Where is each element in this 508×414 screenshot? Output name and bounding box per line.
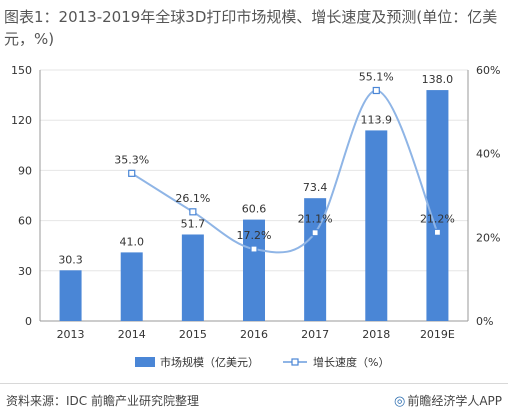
line-data-label: 21.2% [420,212,455,225]
legend: 市场规模（亿美元） 增长速度（%） [135,355,389,369]
legend-bar-label: 市场规模（亿美元） [160,355,259,369]
legend-line-label: 增长速度（%） [313,355,389,369]
y-right-tick-label: 40% [476,148,500,161]
footer: 资料来源：IDC 前瞻产业研究院整理 ◎ 前瞻经济学人APP [0,383,508,414]
y-left-tick-label: 150 [11,64,32,77]
y-left-tick-label: 0 [25,315,32,328]
bar [243,219,265,321]
line-marker [189,208,197,216]
y-left-tick-label: 30 [18,265,32,278]
y-left-tick-label: 120 [11,114,32,127]
brand-label: 前瞻经济学人APP [407,394,502,408]
x-tick-label: 2013 [57,328,85,341]
legend-bar-swatch [135,357,155,367]
x-tick-label: 2019E [420,328,455,341]
bar-series [59,90,449,321]
x-tick-label: 2017 [301,328,329,341]
bar-data-label: 30.3 [58,253,83,266]
source-note: 资料来源：IDC 前瞻产业研究院整理 [6,394,199,408]
line-data-label: 17.2% [237,229,272,242]
bar-data-label: 41.0 [119,235,144,248]
bar [365,130,388,321]
bar [426,90,449,321]
bar [304,198,327,321]
bar [120,252,143,321]
x-tick-label: 2016 [240,328,268,341]
bar-data-label: 138.0 [422,73,454,86]
line-marker [250,245,258,253]
data-labels: 30.3 41.0 51.7 60.6 73.4 113.9 138.0 35.3% 26.1%… [58,70,455,266]
y-right-tick-label: 0% [476,315,493,328]
gridlines [40,69,468,272]
legend-line-marker [291,358,299,366]
combo-chart: 0 30 60 90 120 150 0% 20% 40% 60% 2013 2014 2015 2016… [11,64,500,369]
bar-data-label: 73.4 [303,181,328,194]
line-marker [372,86,380,95]
line-data-label: 26.1% [175,192,210,205]
line-series [128,86,442,254]
bar-data-label: 113.9 [361,113,393,126]
line-marker [433,228,442,236]
bar-data-label: 60.6 [242,203,267,216]
line-data-label: 21.1% [298,213,333,226]
bar [181,234,204,321]
brand: ◎ 前瞻经济学人APP [394,392,502,409]
x-tick-label: 2018 [362,328,390,341]
y-left-tick-label: 60 [18,215,32,228]
y-left-tick-label: 90 [18,164,32,177]
x-tick-label: 2014 [118,328,146,341]
y-right-tick-label: 20% [476,231,500,244]
line-marker [128,169,136,177]
bar-data-label: 51.7 [181,217,206,230]
bar [59,270,82,321]
chart-title: 图表1：2013-2019年全球3D打印市场规模、增长速度及预测(单位：亿美元，… [4,8,498,48]
y-right-tick-label: 60% [476,64,500,77]
line-data-label: 35.3% [114,153,149,166]
qianzhan-logo-icon: ◎ [393,394,406,409]
line-marker [311,229,319,237]
line-data-label: 55.1% [359,70,394,83]
x-tick-label: 2015 [179,328,207,341]
